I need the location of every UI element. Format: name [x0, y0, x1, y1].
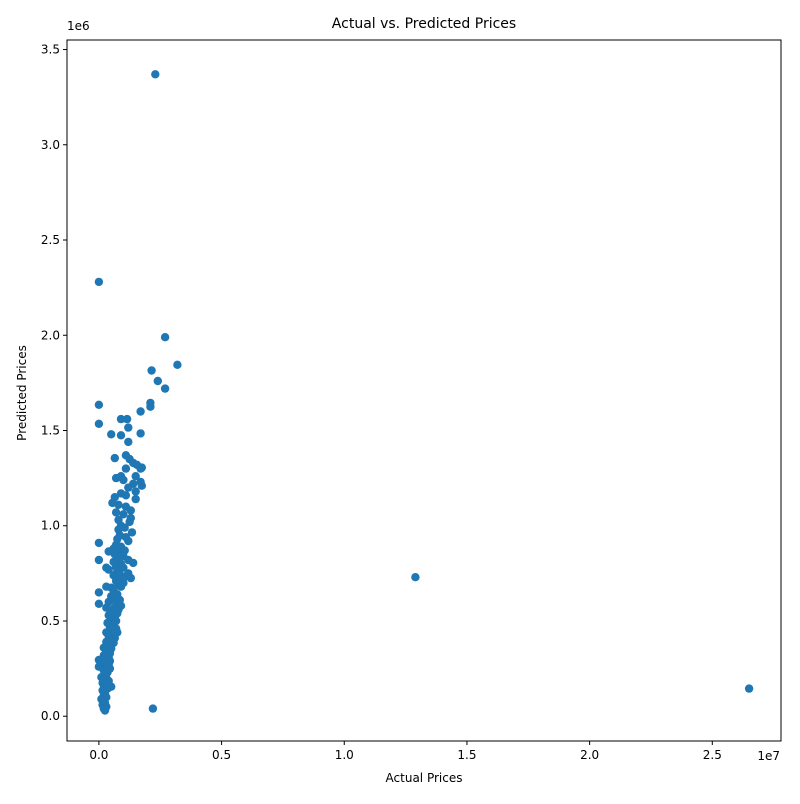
y-tick-label: 2.0 — [41, 328, 60, 342]
data-point — [744, 684, 754, 693]
data-point — [94, 538, 104, 548]
data-point — [411, 573, 420, 582]
data-point — [131, 494, 140, 504]
data-points — [94, 70, 754, 715]
data-point — [107, 430, 116, 439]
data-point — [126, 573, 135, 583]
x-tick-label: 1.5 — [457, 748, 476, 762]
data-point — [94, 555, 104, 565]
data-point — [124, 423, 133, 432]
y-tick-label: 3.5 — [41, 43, 60, 57]
data-point — [94, 277, 104, 287]
y-tick-label: 0.5 — [41, 614, 60, 628]
data-point — [114, 500, 123, 509]
plot-area-frame — [66, 39, 782, 742]
y-tick-label: 1.5 — [41, 424, 60, 438]
y-tick-label: 0.0 — [41, 709, 60, 723]
data-point — [153, 376, 162, 386]
data-point — [111, 508, 121, 517]
data-point — [136, 407, 145, 416]
y-axis-offset-label: 1e6 — [67, 19, 90, 33]
data-point — [119, 563, 128, 572]
data-point — [124, 483, 133, 492]
data-point — [110, 453, 120, 463]
data-point — [116, 582, 126, 591]
y-tick-label: 1.0 — [41, 519, 60, 533]
data-point — [126, 506, 135, 515]
data-point — [160, 333, 170, 342]
data-point — [124, 437, 133, 447]
x-tick-label: 2.5 — [703, 748, 722, 762]
data-point — [147, 366, 156, 375]
y-axis-label: Predicted Prices — [15, 345, 29, 441]
data-point — [119, 510, 128, 519]
x-tick-label: 1.0 — [335, 748, 354, 762]
data-point — [100, 706, 110, 715]
data-point — [121, 491, 131, 500]
y-axis-ticks: 0.0 0.5 1.0 1.5 2.0 2.5 3.0 3.5 — [41, 43, 67, 723]
data-point — [129, 558, 138, 568]
data-point — [125, 517, 134, 527]
data-point — [127, 528, 137, 537]
data-point — [131, 472, 140, 481]
x-tick-label: 2.0 — [580, 748, 599, 762]
data-point — [148, 704, 158, 713]
x-tick-label: 0.5 — [212, 748, 231, 762]
x-tick-label: 0.0 — [89, 748, 108, 762]
data-point — [94, 599, 104, 608]
data-point — [131, 487, 140, 496]
data-point — [124, 536, 133, 546]
data-point — [173, 360, 182, 369]
data-point — [151, 70, 160, 79]
data-point — [136, 429, 145, 438]
data-point — [94, 419, 104, 428]
data-point — [94, 588, 104, 597]
x-axis-ticks: 0.0 0.5 1.0 1.5 2.0 2.5 — [89, 741, 722, 762]
data-point — [137, 481, 146, 490]
data-point — [122, 414, 132, 424]
data-point — [137, 463, 146, 472]
y-tick-label: 3.0 — [41, 138, 60, 152]
data-point — [121, 464, 131, 473]
data-point — [160, 384, 170, 393]
x-axis-label: Actual Prices — [386, 771, 463, 785]
data-point — [116, 414, 126, 424]
data-point — [104, 565, 113, 574]
y-tick-label: 2.5 — [41, 233, 60, 247]
data-point — [146, 402, 155, 411]
data-point — [116, 431, 126, 440]
x-axis-offset-label: 1e7 — [757, 749, 780, 763]
data-point — [94, 400, 104, 409]
chart-title: Actual vs. Predicted Prices — [332, 16, 516, 32]
data-point — [119, 475, 128, 485]
